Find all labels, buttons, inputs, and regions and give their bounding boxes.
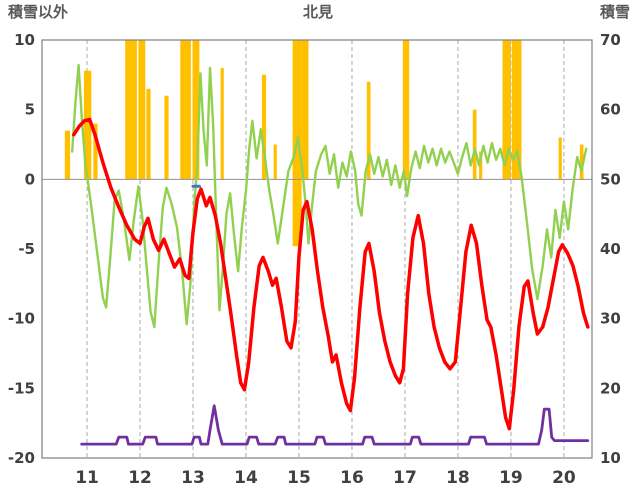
sunshine-bar: [366, 81, 371, 180]
sunshine-bar: [301, 40, 309, 180]
x-axis-tick: 16: [340, 468, 364, 488]
x-axis-tick: 15: [287, 468, 311, 488]
sunshine-bar: [220, 67, 224, 180]
sunshine-bar: [138, 40, 146, 180]
sunshine-bar: [261, 74, 267, 180]
left-axis-tick: -15: [8, 379, 35, 397]
sunshine-bar: [273, 144, 277, 180]
left-axis-tick: 0: [25, 170, 35, 188]
right-axis-tick: 30: [600, 310, 621, 328]
sunshine-bar: [558, 137, 562, 180]
x-axis-tick: 19: [499, 468, 523, 488]
x-axis-tick: 14: [234, 468, 258, 488]
sunshine-bar: [93, 123, 98, 180]
chart-title: 北見: [302, 3, 333, 21]
green-line: [70, 63, 588, 329]
sunshine-bar: [64, 130, 71, 180]
purple-line: [80, 404, 590, 446]
left-axis-title: 積雪以外: [8, 3, 69, 21]
sunshine-bar: [83, 70, 92, 180]
x-axis-tick: 17: [393, 468, 417, 488]
x-axis-tick: 13: [181, 468, 205, 488]
left-axis-tick: -20: [8, 449, 35, 467]
sunshine-bar: [164, 95, 169, 180]
x-axis-tick: 11: [75, 468, 99, 488]
left-axis-tick: -10: [8, 310, 35, 328]
left-axis-tick: 10: [14, 31, 35, 49]
sunshine-bar: [479, 151, 483, 180]
x-axis-tick: 18: [446, 468, 470, 488]
x-axis-tick: 20: [552, 468, 576, 488]
sunshine-bar: [192, 40, 200, 180]
right-axis-tick: 10: [600, 449, 621, 467]
sunshine-bar: [512, 40, 522, 180]
sunshine-bar: [180, 40, 191, 180]
right-axis-tick: 60: [600, 101, 621, 119]
left-axis-tick: 5: [25, 101, 35, 119]
right-axis-tick: 20: [600, 379, 621, 397]
sunshine-bar: [146, 88, 151, 180]
sunshine-bar: [502, 40, 511, 180]
right-axis-tick: 50: [600, 170, 621, 188]
right-axis-tick: 40: [600, 240, 621, 258]
red-line: [72, 117, 590, 431]
x-axis-tick: 12: [128, 468, 152, 488]
sunshine-bar: [125, 40, 137, 180]
sunshine-bar: [579, 144, 584, 180]
sunshine-bar: [472, 109, 477, 180]
plot-border: [41, 39, 593, 459]
right-axis-tick: 70: [600, 31, 621, 49]
right-axis-title: 積雪: [599, 3, 630, 21]
sunshine-bar: [402, 40, 410, 180]
left-axis-tick: -5: [18, 240, 35, 258]
